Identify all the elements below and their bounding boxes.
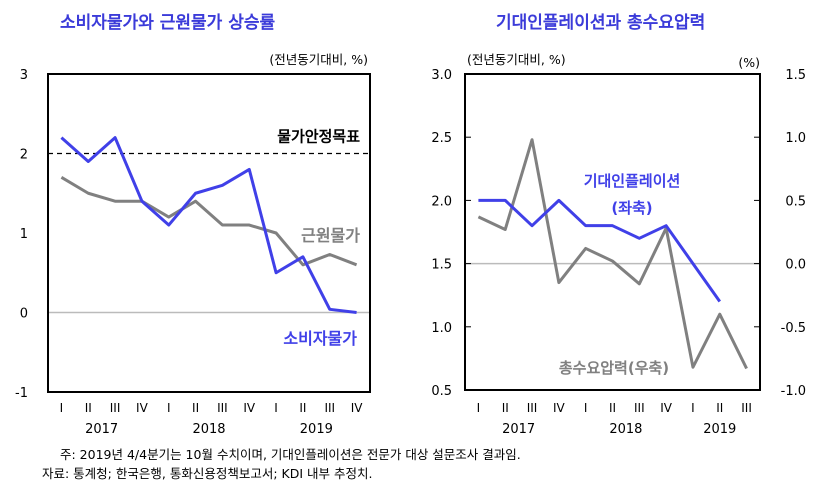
- x-tick-label: II: [85, 401, 92, 415]
- core-label: 근원물가: [301, 226, 360, 245]
- y-tick-label: 2: [20, 148, 28, 163]
- y-left-tick-label: 0.5: [431, 384, 452, 399]
- unit-left-label: (전년동기대비, %): [467, 52, 566, 67]
- x-tick-label: III: [741, 401, 752, 415]
- y-right-tick-label: 1.5: [785, 68, 806, 83]
- x-tick-label: II: [192, 401, 199, 415]
- x-tick-label: IV: [660, 401, 673, 415]
- y-right-tick-label: 1.0: [785, 131, 806, 146]
- x-tick-label: III: [527, 401, 538, 415]
- series-line-소비자물가: [60, 136, 357, 314]
- x-tick-label: III: [324, 401, 335, 415]
- x-tick-label: II: [609, 401, 616, 415]
- year-label: 2019: [703, 422, 736, 437]
- x-tick-label: II: [502, 401, 509, 415]
- expected-inflation-axis-label: (좌축): [611, 199, 652, 217]
- x-tick-label: IV: [553, 401, 566, 415]
- y-tick-label: 0: [20, 307, 28, 322]
- unit-right-label: (%): [738, 55, 760, 70]
- y-right-tick-label: 0.5: [785, 194, 806, 209]
- y-left-tick-label: 2.5: [431, 131, 452, 146]
- x-tick-label: III: [634, 401, 645, 415]
- y-left-tick-label: 1.0: [431, 321, 452, 336]
- x-tick-label: III: [110, 401, 121, 415]
- y-right-tick-label: 0.0: [785, 258, 806, 273]
- y-right-tick-label: -0.5: [781, 321, 806, 336]
- year-label: 2018: [609, 422, 642, 437]
- x-tick-label: I: [274, 401, 278, 415]
- y-left-tick-label: 1.5: [431, 258, 452, 273]
- year-label: 2017: [502, 422, 535, 437]
- plot-frame: [464, 73, 761, 391]
- x-tick-label: I: [60, 401, 64, 415]
- year-label: 2017: [85, 422, 118, 437]
- x-tick-label: I: [691, 401, 695, 415]
- x-tick-label: I: [584, 401, 588, 415]
- series-line-aggregate-demand: [477, 138, 748, 370]
- x-tick-label: I: [167, 401, 171, 415]
- right-chart-title: 기대인플레이션과 총수요압력: [496, 13, 706, 33]
- plot-frame: [47, 73, 371, 393]
- target-label: 물가안정목표: [277, 128, 360, 146]
- year-label: 2019: [300, 422, 333, 437]
- y-tick-label: 1: [20, 227, 28, 242]
- y-tick-label: -1: [15, 386, 28, 401]
- y-left-tick-label: 3.0: [431, 68, 452, 83]
- series-line-expected-inflation: [478, 198, 721, 303]
- x-tick-label: IV: [243, 401, 256, 415]
- y-right-tick-label: -1.0: [781, 384, 806, 399]
- expected-inflation-label: 기대인플레이션: [584, 172, 681, 190]
- x-tick-label: IV: [351, 401, 364, 415]
- unit-label: (전년동기대비, %): [269, 52, 368, 67]
- x-tick-label: IV: [136, 401, 149, 415]
- x-tick-label: II: [716, 401, 723, 415]
- aggregate-demand-label: 총수요압력(우축): [559, 359, 669, 377]
- y-left-tick-label: 2.0: [431, 194, 452, 209]
- source-note: 자료: 통계청; 한국은행, 통화신용정책보고서; KDI 내부 추정치.: [42, 466, 373, 481]
- footnote: 주: 2019년 4/4분기는 10월 수치이며, 기대인플레이션은 전문가 대…: [60, 447, 521, 462]
- cpi-label: 소비자물가: [283, 329, 357, 348]
- x-tick-label: II: [299, 401, 306, 415]
- left-chart-title: 소비자물가와 근원물가 상승률: [60, 13, 276, 33]
- x-tick-label: III: [217, 401, 228, 415]
- x-tick-label: I: [477, 401, 481, 415]
- y-tick-label: 3: [20, 68, 28, 83]
- year-label: 2018: [192, 422, 225, 437]
